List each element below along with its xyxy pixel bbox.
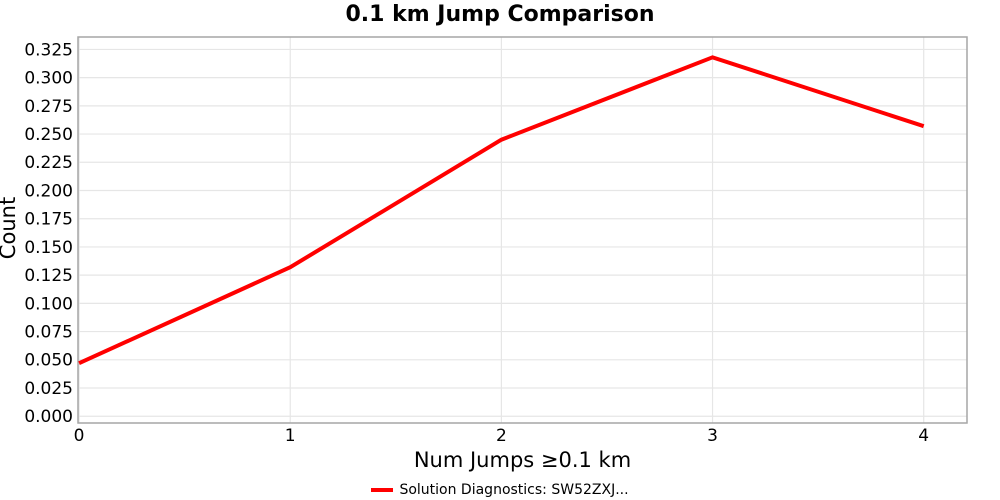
svg-text:0.200: 0.200: [24, 181, 73, 201]
svg-text:4: 4: [918, 426, 929, 446]
svg-text:0: 0: [74, 426, 85, 446]
svg-text:0.125: 0.125: [24, 266, 73, 286]
plot-area: 0.000 0.025 0.050 0.075 0.100 0.125 0.150 0.175…: [24, 36, 968, 446]
svg-text:0.100: 0.100: [24, 294, 73, 314]
svg-text:0.000: 0.000: [24, 407, 73, 427]
legend-line-swatch: [371, 488, 394, 492]
legend: Solution Diagnostics: SW52ZXJ...: [0, 480, 1000, 500]
svg-text:0.325: 0.325: [24, 40, 73, 60]
svg-text:3: 3: [707, 426, 718, 446]
svg-text:0.150: 0.150: [24, 238, 73, 258]
svg-text:0.075: 0.075: [24, 323, 73, 343]
svg-text:0.250: 0.250: [24, 125, 73, 145]
svg-text:0.175: 0.175: [24, 210, 73, 230]
x-axis-label: Num Jumps ≥0.1 km: [413, 448, 632, 472]
chart-title: 0.1 km Jump Comparison: [345, 2, 655, 27]
svg-text:0.025: 0.025: [24, 379, 73, 399]
svg-text:0.225: 0.225: [24, 153, 73, 173]
svg-text:1: 1: [285, 426, 296, 446]
svg-text:0.300: 0.300: [24, 69, 73, 89]
svg-text:2: 2: [496, 426, 507, 446]
svg-text:0.275: 0.275: [24, 97, 73, 117]
svg-text:0.050: 0.050: [24, 351, 73, 371]
legend-label: Solution Diagnostics: SW52ZXJ...: [399, 482, 629, 498]
